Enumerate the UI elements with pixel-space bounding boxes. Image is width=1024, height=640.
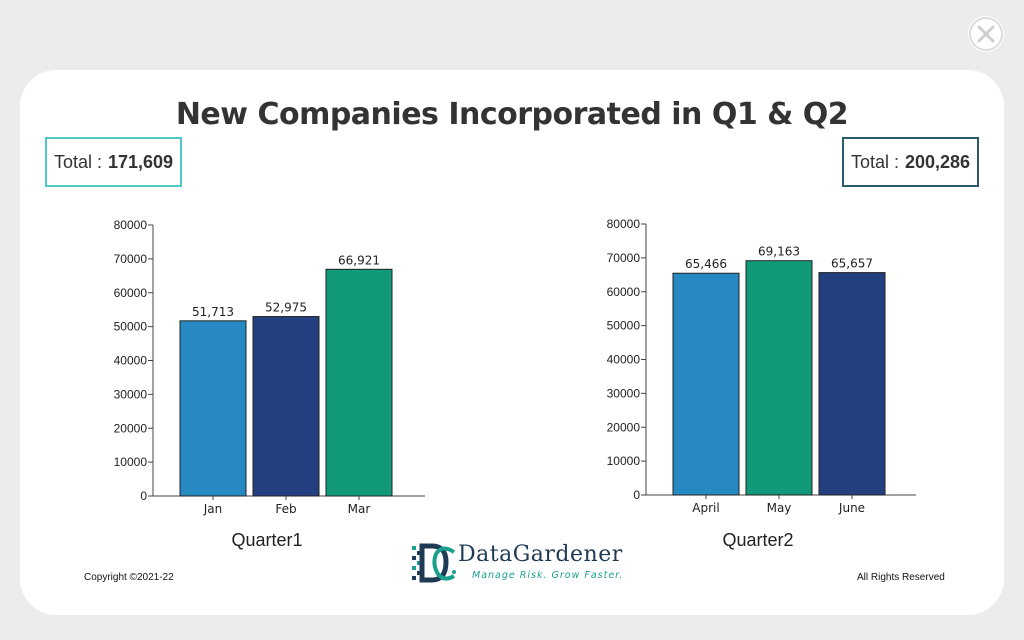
chart1-x-tick-label: Mar [348,502,371,516]
total-q2-label: Total : [850,151,899,172]
datagardener-logo: DataGardener Manage Risk. Grow Faster. [410,540,624,588]
chart1-y-tick-label: 70000 [114,252,148,266]
chart2-y-tick-label: 60000 [607,285,641,299]
chart1-bar-mar [325,268,393,497]
chart2-data-label: 65,657 [831,257,873,271]
chart2-y-tick-label: 20000 [607,420,641,434]
total-q1-badge: Total : 171,609 [45,137,182,187]
chart2-y-tick-label: 40000 [607,353,641,367]
chart1-y-tick-label: 60000 [114,286,148,300]
total-q1-value: 171,609 [107,151,174,172]
chart1-data-label: 52,975 [265,301,307,315]
chart2-x-tick-label: June [838,501,865,515]
logo-tagline: Manage Risk. Grow Faster. [472,570,624,581]
chart1-x-tick-label: Jan [203,502,223,516]
chart1-data-label: 66,921 [338,253,380,267]
chart2-y-tick-label: 80000 [607,217,641,231]
chart1-y-tick-label: 10000 [114,455,148,469]
quarter2-label: Quarter2 [722,530,794,550]
copyright-text: Copyright ©2021-22 [84,572,174,583]
chart2-y-tick-label: 10000 [607,454,641,468]
chart2-x-tick-label: April [692,501,719,515]
total-q2-badge: Total : 200,286 [842,137,979,187]
chart1-bar-jan [179,320,247,497]
chart2-data-label: 69,163 [758,245,800,259]
chart2-x-tick-label: May [767,501,792,515]
total-q1-label: Total : [53,151,102,172]
chart2-bar-june [818,272,886,496]
chart1-y-tick-label: 30000 [114,387,148,401]
logo-mark-icon [412,543,456,583]
close-button[interactable] [968,16,1004,52]
page-title: New Companies Incorporated in Q1 & Q2 [175,97,849,132]
logo-name: DataGardener [458,542,623,567]
chart1-x-tick-label: Feb [275,502,296,516]
chart1-y-tick-label: 40000 [114,354,148,368]
chart2-y-tick-label: 0 [633,488,640,502]
chart1-y-tick-label: 80000 [114,218,148,232]
rights-text: All Rights Reserved [857,572,945,583]
close-icon [969,17,1003,51]
chart1-y-tick-label: 0 [140,489,147,503]
quarter1-label: Quarter1 [231,530,303,550]
chart2-data-label: 65,466 [685,257,727,271]
chart2-bar-april [672,272,740,496]
chart1-bar-feb [252,316,320,497]
chart1-data-label: 51,713 [192,305,234,319]
total-q2-value: 200,286 [904,151,971,172]
chart2-y-tick-label: 30000 [607,386,641,400]
chart2-bar-may [745,260,813,496]
chart2-y-tick-label: 50000 [607,319,641,333]
chart1-y-tick-label: 50000 [114,320,148,334]
chart2-y-tick-label: 70000 [607,251,641,265]
chart1-y-tick-label: 20000 [114,421,148,435]
